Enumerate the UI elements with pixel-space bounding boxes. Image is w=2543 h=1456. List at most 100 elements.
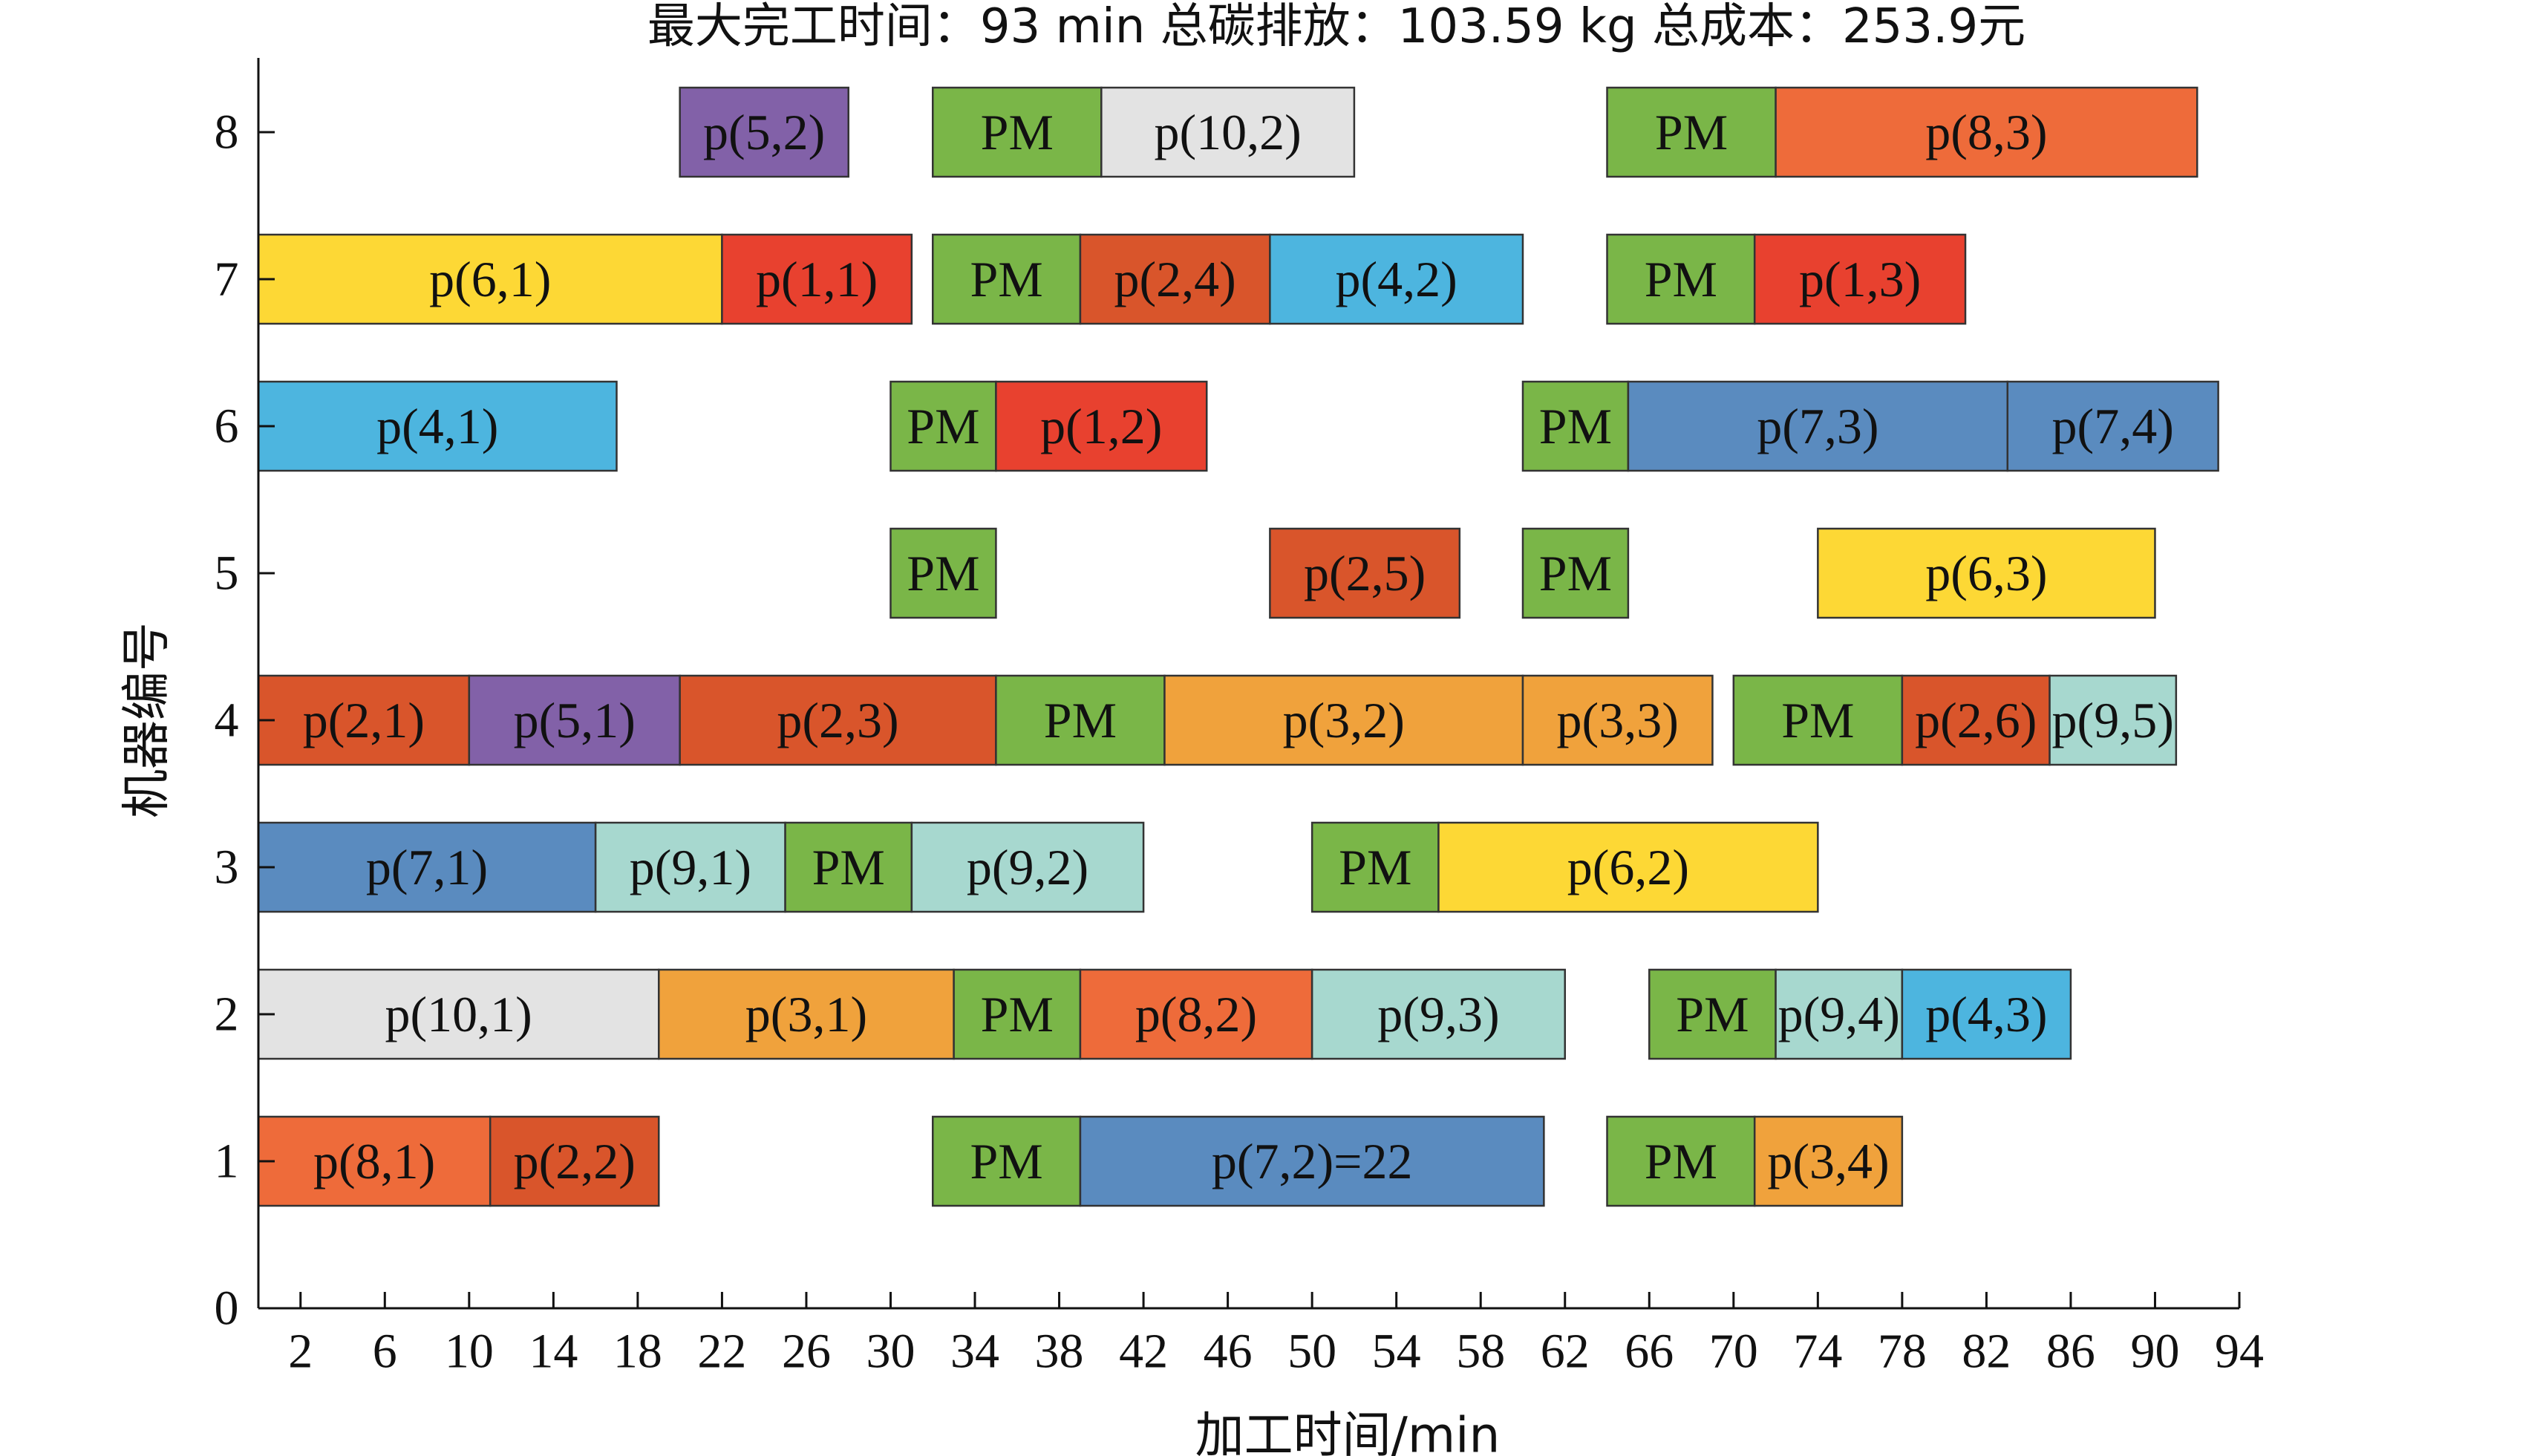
gantt-bar: p(3,1) bbox=[658, 968, 955, 1060]
gantt-bar-rect bbox=[1732, 674, 1904, 766]
gantt-bar-label: PM bbox=[1539, 545, 1612, 601]
gantt-bar-rect bbox=[1079, 968, 1313, 1060]
gantt-bar-label: p(10,2) bbox=[1154, 104, 1301, 160]
x-tick-label: 6 bbox=[373, 1325, 397, 1379]
gantt-bar-label: p(6,3) bbox=[1925, 545, 2047, 601]
x-tick-label: 10 bbox=[445, 1325, 494, 1379]
gantt-bar: p(2,6) bbox=[1901, 674, 2051, 766]
gantt-bar-label: p(7,3) bbox=[1757, 398, 1878, 454]
gantt-bar: PM bbox=[953, 968, 1082, 1060]
x-tick-label: 70 bbox=[1709, 1325, 1758, 1379]
gantt-bar: PM bbox=[1521, 380, 1630, 472]
x-tick-label: 94 bbox=[2215, 1325, 2264, 1379]
gantt-bar: p(10,2) bbox=[1100, 86, 1356, 178]
gantt-bar: p(7,3) bbox=[1627, 380, 2009, 472]
y-tick-label: 5 bbox=[215, 546, 239, 601]
axes-layer bbox=[257, 58, 2239, 1310]
gantt-bar: PM bbox=[932, 233, 1082, 325]
x-tick-label: 26 bbox=[782, 1325, 831, 1379]
gantt-bar: PM bbox=[1606, 1115, 1756, 1207]
gantt-bar-rect bbox=[932, 1115, 1082, 1207]
gantt-bar-rect bbox=[784, 821, 913, 913]
gantt-bar: PM bbox=[1521, 527, 1630, 619]
gantt-bar-label: PM bbox=[1676, 986, 1749, 1042]
gantt-bar: p(6,3) bbox=[1817, 527, 2156, 619]
gantt-bar-rect bbox=[1521, 380, 1630, 472]
gantt-bar-label: PM bbox=[970, 251, 1042, 307]
gantt-bar-rect bbox=[1163, 674, 1524, 766]
x-axis-label: 加工时间/min bbox=[1195, 1407, 1501, 1456]
gantt-bar-rect bbox=[995, 380, 1208, 472]
bars-layer: p(5,2) PM p(10,2) PM p(8,3) p(6,1) p(1,1) PM p(2… bbox=[257, 86, 2219, 1207]
gantt-bar: PM bbox=[1606, 86, 1777, 178]
y-tick-label: 0 bbox=[215, 1282, 239, 1336]
gantt-bar: p(1,2) bbox=[995, 380, 1208, 472]
gantt-bar: PM bbox=[889, 380, 997, 472]
gantt-bar-rect bbox=[953, 968, 1082, 1060]
gantt-bar-label: p(4,2) bbox=[1336, 251, 1457, 307]
gantt-bar: p(4,3) bbox=[1901, 968, 2072, 1060]
gantt-bar-label: p(3,3) bbox=[1557, 692, 1679, 748]
gantt-bar-rect bbox=[489, 1115, 660, 1207]
gantt-bar: PM bbox=[1732, 674, 1904, 766]
gantt-bar-rect bbox=[257, 674, 471, 766]
gantt-bar: p(9,4) bbox=[1775, 968, 1904, 1060]
gantt-bar-label: p(9,2) bbox=[967, 839, 1088, 895]
gantt-bar: p(3,4) bbox=[1753, 1115, 1904, 1207]
gantt-bar-label: p(5,2) bbox=[703, 104, 825, 160]
gantt-bar-label: p(1,3) bbox=[1799, 251, 1921, 307]
x-tick-label: 78 bbox=[1878, 1325, 1927, 1379]
gantt-bar-label: p(9,1) bbox=[630, 839, 751, 895]
gantt-bar: p(8,3) bbox=[1775, 86, 2198, 178]
gantt-bar: p(9,5) bbox=[2049, 674, 2178, 766]
gantt-bar-label: PM bbox=[907, 545, 979, 601]
x-tick-label: 14 bbox=[529, 1325, 578, 1379]
gantt-bar-label: p(9,5) bbox=[2052, 692, 2174, 748]
gantt-bar: p(10,1) bbox=[257, 968, 660, 1060]
x-tick-label: 34 bbox=[950, 1325, 999, 1379]
x-tick-label: 38 bbox=[1035, 1325, 1084, 1379]
y-tick-label: 8 bbox=[215, 105, 239, 160]
gantt-bar: PM bbox=[1648, 968, 1777, 1060]
x-tick-label: 30 bbox=[866, 1325, 915, 1379]
x-tick-label: 62 bbox=[1541, 1325, 1590, 1379]
gantt-bar-label: p(7,1) bbox=[366, 839, 488, 895]
gantt-bar-label: p(2,1) bbox=[303, 692, 425, 748]
gantt-bar-label: p(2,5) bbox=[1304, 545, 1426, 601]
gantt-bar: PM bbox=[1606, 233, 1756, 325]
gantt-bar: p(9,1) bbox=[594, 821, 786, 913]
gantt-bar-label: p(10,1) bbox=[385, 986, 532, 1042]
gantt-bar-label: p(9,3) bbox=[1377, 986, 1499, 1042]
gantt-bar-label: p(4,3) bbox=[1925, 986, 2047, 1042]
gantt-bar-rect bbox=[257, 1115, 492, 1207]
gantt-bar: p(6,1) bbox=[257, 233, 723, 325]
gantt-bar: p(4,1) bbox=[257, 380, 618, 472]
gantt-bar: PM bbox=[889, 527, 997, 619]
gantt-bar-label: PM bbox=[970, 1133, 1042, 1189]
gantt-bar-rect bbox=[679, 86, 849, 178]
gantt-bar-label: p(8,2) bbox=[1135, 986, 1257, 1042]
gantt-bar-label: PM bbox=[1044, 692, 1117, 748]
gantt-bar-rect bbox=[1310, 968, 1566, 1060]
gantt-bar: p(9,3) bbox=[1310, 968, 1566, 1060]
gantt-bar-rect bbox=[932, 233, 1082, 325]
gantt-bar-rect bbox=[721, 233, 913, 325]
gantt-bar-rect bbox=[932, 86, 1103, 178]
gantt-bar-label: p(2,4) bbox=[1114, 251, 1236, 307]
gantt-bar-rect bbox=[1775, 86, 2198, 178]
gantt-bar: p(7,1) bbox=[257, 821, 597, 913]
gantt-bar-label: PM bbox=[1539, 398, 1612, 454]
gantt-bar: p(3,2) bbox=[1163, 674, 1524, 766]
chart-title: 最大完工时间：93 min 总碳排放：103.59 kg 总成本：253.9元 bbox=[647, 0, 2025, 54]
gantt-bar-label: p(1,2) bbox=[1040, 398, 1162, 454]
gantt-bar: p(2,2) bbox=[489, 1115, 660, 1207]
gantt-bar-label: PM bbox=[1645, 251, 1717, 307]
gantt-bar: p(3,3) bbox=[1521, 674, 1714, 766]
gantt-bar-rect bbox=[1079, 233, 1271, 325]
gantt-bar-label: PM bbox=[907, 398, 979, 454]
gantt-bar-label: p(7,2)=22 bbox=[1212, 1133, 1413, 1189]
x-tick-label: 22 bbox=[697, 1325, 746, 1379]
gantt-bar-rect bbox=[910, 821, 1145, 913]
gantt-bar: p(2,1) bbox=[257, 674, 471, 766]
